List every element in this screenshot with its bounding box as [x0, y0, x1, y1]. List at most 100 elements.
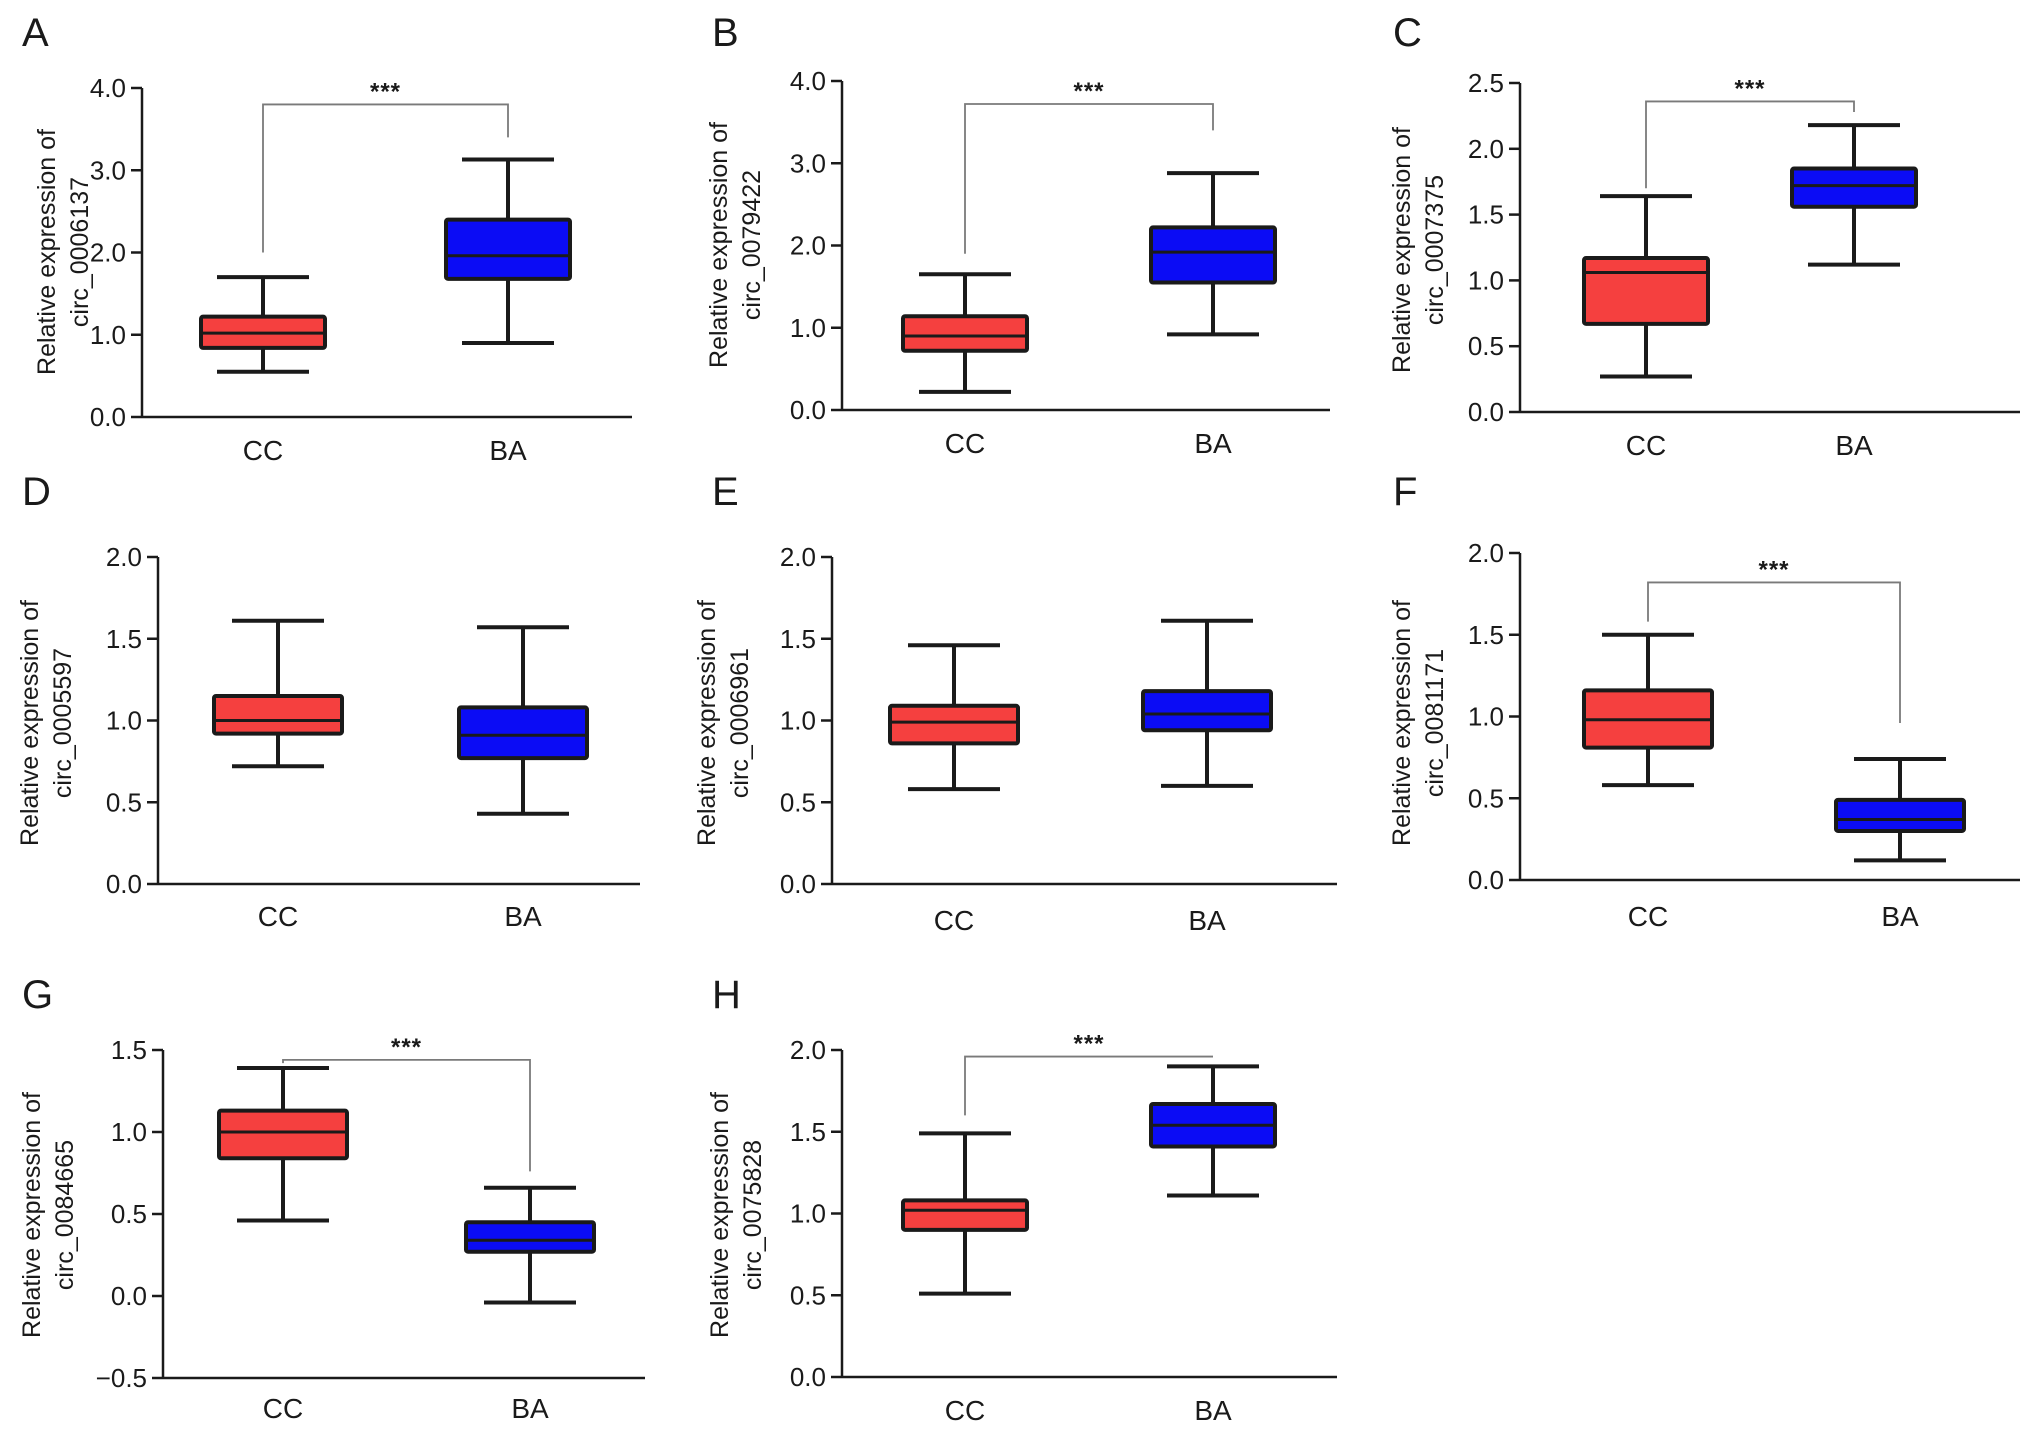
y-tick-label: 3.0 [790, 148, 826, 178]
box-ba [1149, 171, 1277, 337]
y-axis-label-line: Relative expression of [33, 129, 61, 375]
significance-bracket [964, 1055, 1213, 1116]
y-axis-label-line: Relative expression of [16, 600, 44, 846]
y-tick-label: 0.0 [90, 402, 126, 432]
x-category-label: BA [1194, 1395, 1232, 1426]
box-iqr [212, 693, 344, 736]
y-axis-label-line: Relative expression of [706, 1092, 734, 1338]
significance-bracket [1645, 100, 1855, 189]
panel-e: E 0.0 0.5 1.0 1.5 2.0 Relative expression of ci… [693, 470, 1337, 936]
x-category-label: BA [504, 901, 542, 932]
y-tick-label: 0.0 [1468, 865, 1504, 895]
y-tick-label: 1.5 [111, 1035, 147, 1065]
box-cc [1582, 632, 1714, 788]
y-tick-label: 2.0 [1468, 538, 1504, 568]
significance-bracket [262, 103, 509, 253]
significance-label: *** [1073, 78, 1104, 105]
y-tick-label: 0.0 [790, 1362, 826, 1392]
significance-bracket [964, 103, 1214, 254]
y-tick-label: 2.0 [106, 542, 142, 572]
x-category-label: CC [263, 1393, 303, 1424]
y-tick-label: 0.0 [790, 395, 826, 425]
y-tick-label: −0.5 [96, 1363, 147, 1393]
y-tick-label: 1.5 [780, 624, 816, 654]
box-ba [444, 157, 572, 345]
box-ba [1834, 757, 1966, 863]
y-tick-label: 4.0 [790, 66, 826, 96]
box-cc [901, 1131, 1029, 1296]
y-tick-label: 0.5 [1468, 331, 1504, 361]
box-ba [1141, 618, 1273, 788]
box-ba [1790, 123, 1918, 267]
x-category-label: BA [1194, 428, 1232, 459]
box-cc [212, 618, 344, 769]
y-tick-label: 1.0 [1468, 702, 1504, 732]
y-axis-label-line: Relative expression of [18, 1092, 46, 1338]
y-tick-label: 2.0 [780, 542, 816, 572]
y-tick-label: 0.0 [106, 869, 142, 899]
y-tick-label: 0.5 [1468, 783, 1504, 813]
panel-letter: H [712, 973, 741, 1017]
x-category-label: CC [258, 901, 298, 932]
panel-c: C 0.0 0.5 1.0 1.5 2.0 2.5 Relative expression o… [1388, 11, 2020, 461]
y-axis-label-line: circ_0006961 [726, 648, 754, 798]
box-ba [457, 625, 589, 816]
panel-b: B 0.0 1.0 2.0 3.0 4.0 Relative expression of ci… [705, 11, 1330, 459]
y-axis-label-line: Relative expression of [1388, 127, 1416, 373]
panel-letter: E [712, 470, 739, 514]
box-iqr [464, 1220, 596, 1254]
x-category-label: BA [1881, 901, 1919, 932]
x-category-label: CC [1628, 901, 1668, 932]
significance-label: *** [1073, 1031, 1104, 1058]
box-ba [464, 1185, 596, 1305]
y-axis-label-line: circ_0079422 [738, 170, 766, 320]
box-iqr [901, 314, 1029, 353]
y-axis-label-line: circ_0006137 [66, 177, 94, 327]
y-axis-label: Relative expression of circ_0005597 [16, 600, 77, 846]
y-tick-label: 2.0 [1468, 134, 1504, 164]
y-axis-label-line: circ_0075828 [739, 1140, 767, 1290]
y-tick-label: 0.5 [106, 787, 142, 817]
x-category-label: CC [934, 905, 974, 936]
box-iqr [444, 217, 572, 281]
y-axis-label: Relative expression of circ_0007375 [1388, 127, 1449, 373]
y-tick-label: 1.5 [1468, 200, 1504, 230]
x-category-label: CC [945, 428, 985, 459]
x-category-label: BA [511, 1393, 549, 1424]
y-tick-label: 1.5 [790, 1117, 826, 1147]
significance-label: *** [370, 78, 401, 105]
box-cc [217, 1066, 349, 1223]
y-tick-label: 1.0 [790, 1199, 826, 1229]
panel-letter: C [1393, 11, 1422, 55]
panel-f: F 0.0 0.5 1.0 1.5 2.0 Relative expression of ci… [1388, 470, 2020, 932]
y-tick-label: 1.5 [1468, 620, 1504, 650]
panel-h: H 0.0 0.5 1.0 1.5 2.0 Relative expression of ci… [706, 973, 1337, 1426]
panel-letter: G [22, 973, 53, 1017]
box-iqr [217, 1108, 349, 1161]
y-tick-label: 2.0 [90, 238, 126, 268]
panel-letter: D [22, 470, 51, 514]
y-tick-label: 2.0 [790, 1035, 826, 1065]
y-tick-label: 2.0 [790, 231, 826, 261]
y-tick-label: 0.5 [111, 1199, 147, 1229]
y-axis-label-line: Relative expression of [693, 600, 721, 846]
box-iqr [1582, 256, 1710, 326]
significance-bracket [1647, 581, 1901, 724]
y-axis-label-line: circ_0005597 [49, 648, 77, 798]
panel-a: A 0.0 1.0 2.0 3.0 4.0 Relative expression of ci… [22, 11, 632, 466]
y-axis-label: Relative expression of circ_0006137 [33, 129, 94, 375]
x-category-label: BA [489, 435, 527, 466]
box-iqr [901, 1198, 1029, 1232]
y-tick-label: 0.5 [790, 1280, 826, 1310]
box-cc [901, 272, 1029, 394]
box-cc [1582, 194, 1710, 379]
y-axis-label: Relative expression of circ_0006961 [693, 600, 754, 846]
y-axis-label: Relative expression of circ_0075828 [706, 1092, 767, 1338]
y-axis-label: Relative expression of circ_0079422 [705, 122, 766, 368]
y-tick-label: 3.0 [90, 155, 126, 185]
y-tick-label: 1.0 [90, 320, 126, 350]
y-tick-label: 1.5 [106, 624, 142, 654]
y-axis-label-line: circ_0084665 [51, 1140, 79, 1290]
box-iqr [1149, 225, 1277, 285]
